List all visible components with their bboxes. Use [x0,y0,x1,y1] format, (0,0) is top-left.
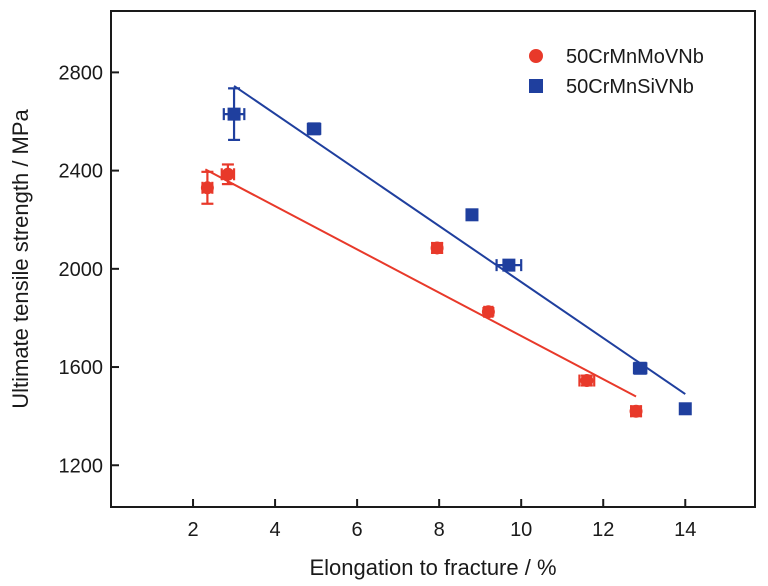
point-marker [431,241,444,254]
point-marker [201,181,214,194]
data-point [465,208,478,221]
x-tick-label: 8 [434,519,445,541]
y-tick-label: 2800 [59,62,104,84]
y-tick-label: 2400 [59,161,104,183]
point-marker [630,405,643,418]
point-marker [580,374,593,387]
data-point [482,305,495,318]
legend-marker [529,79,543,93]
data-point [497,259,522,272]
point-marker [228,108,241,121]
data-point [579,374,594,387]
fit-line [234,86,685,394]
fit-lines [205,86,685,397]
data-points [201,88,692,417]
x-tick-label: 12 [592,519,614,541]
x-axis-title: Elongation to fracture / % [309,555,556,580]
point-marker [634,362,647,375]
x-tick-label: 4 [270,519,281,541]
data-point [308,122,321,135]
data-point [431,241,444,254]
legend: 50CrMnMoVNb 50CrMnSiVNb [529,46,704,98]
x-tick-label: 10 [510,519,532,541]
point-marker [502,259,515,272]
data-point [201,172,214,204]
y-tick-label: 1600 [59,357,104,379]
point-marker [482,305,495,318]
y-tick-label: 1200 [59,455,104,477]
legend-marker [529,49,543,63]
legend-label: 50CrMnMoVNb [566,46,704,68]
data-point [630,405,643,418]
x-tick-label: 2 [187,519,198,541]
y-axis-title: Ultimate tensile strength / MPa [8,108,33,408]
fit-line [205,169,636,396]
point-marker [679,402,692,415]
y-tick-label: 2000 [59,259,104,281]
legend-label: 50CrMnSiVNb [566,76,694,98]
point-marker [308,122,321,135]
chart: 2 4 6 8 10 12 14 1200 1600 2000 2400 2800 50CrMnMoV… [0,0,768,586]
point-marker [221,168,234,181]
data-point [224,88,245,140]
x-tick-label: 6 [352,519,363,541]
point-marker [465,208,478,221]
data-point [221,164,234,184]
x-tick-label: 14 [674,519,696,541]
data-point [634,362,647,375]
axis-ticks: 2 4 6 8 10 12 14 1200 1600 2000 2400 2800 [59,62,697,541]
data-point [679,402,692,415]
